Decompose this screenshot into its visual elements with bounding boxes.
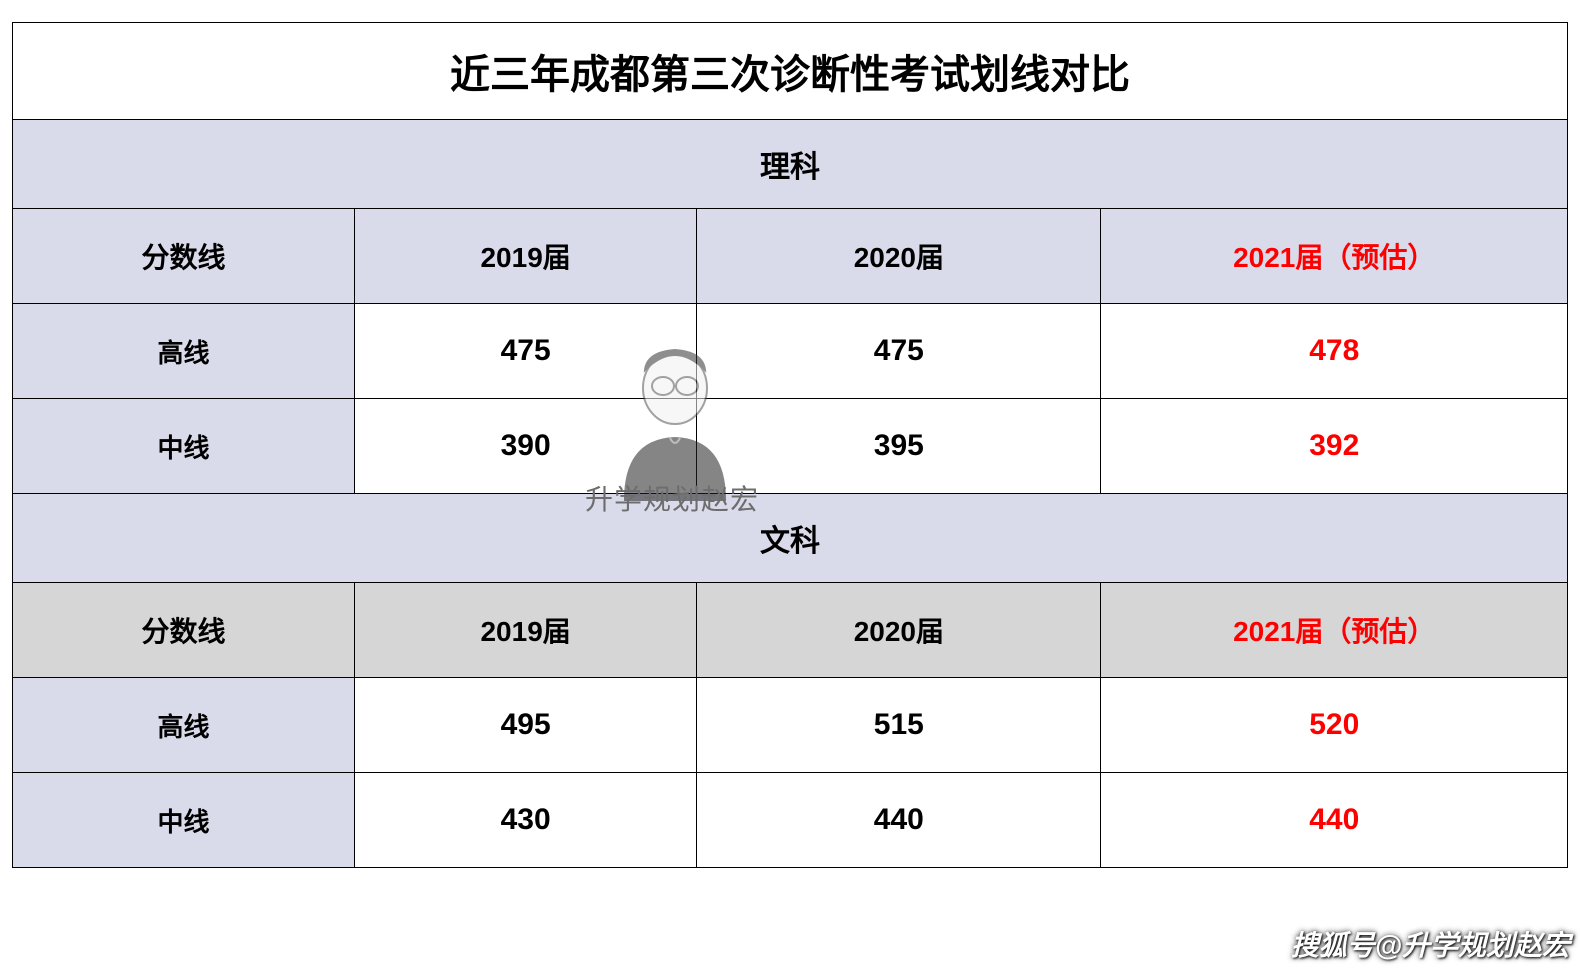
col-header: 2020届 <box>697 583 1101 678</box>
cell-value-highlight: 478 <box>1101 304 1568 399</box>
cell-value: 430 <box>355 773 697 868</box>
table-row: 中线 390 395 392 <box>13 399 1568 494</box>
row-label: 高线 <box>13 304 355 399</box>
col-header-highlight: 2021届（预估） <box>1101 583 1568 678</box>
table-row: 中线 430 440 440 <box>13 773 1568 868</box>
cell-value-highlight: 392 <box>1101 399 1568 494</box>
credit-text: 搜狐号@升学规划赵宏 <box>1291 924 1570 964</box>
row-label: 中线 <box>13 399 355 494</box>
header-row-arts: 分数线 2019届 2020届 2021届（预估） <box>13 583 1568 678</box>
col-header: 2019届 <box>355 209 697 304</box>
cell-value: 515 <box>697 678 1101 773</box>
col-header-highlight: 2021届（预估） <box>1101 209 1568 304</box>
cell-value: 475 <box>697 304 1101 399</box>
score-table: 近三年成都第三次诊断性考试划线对比 理科 分数线 2019届 2020届 202… <box>12 22 1568 868</box>
cell-value-highlight: 520 <box>1101 678 1568 773</box>
table-row: 高线 475 475 478 <box>13 304 1568 399</box>
col-header: 分数线 <box>13 209 355 304</box>
table-row: 高线 495 515 520 <box>13 678 1568 773</box>
section-label: 文科 <box>13 494 1568 583</box>
row-label: 中线 <box>13 773 355 868</box>
title-row: 近三年成都第三次诊断性考试划线对比 <box>13 23 1568 120</box>
table-container: 近三年成都第三次诊断性考试划线对比 理科 分数线 2019届 2020届 202… <box>12 22 1568 868</box>
cell-value: 390 <box>355 399 697 494</box>
cell-value: 495 <box>355 678 697 773</box>
col-header: 分数线 <box>13 583 355 678</box>
cell-value: 475 <box>355 304 697 399</box>
cell-value-highlight: 440 <box>1101 773 1568 868</box>
col-header: 2020届 <box>697 209 1101 304</box>
cell-value: 440 <box>697 773 1101 868</box>
table-title: 近三年成都第三次诊断性考试划线对比 <box>13 23 1568 120</box>
header-row-science: 分数线 2019届 2020届 2021届（预估） <box>13 209 1568 304</box>
row-label: 高线 <box>13 678 355 773</box>
cell-value: 395 <box>697 399 1101 494</box>
section-label: 理科 <box>13 120 1568 209</box>
col-header: 2019届 <box>355 583 697 678</box>
section-row-science: 理科 <box>13 120 1568 209</box>
section-row-arts: 文科 <box>13 494 1568 583</box>
